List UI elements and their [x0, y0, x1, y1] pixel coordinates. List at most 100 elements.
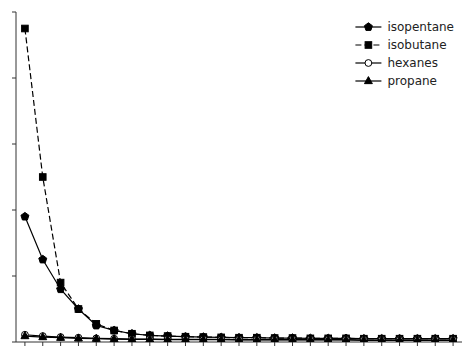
x-tick	[328, 342, 329, 346]
point	[22, 331, 29, 338]
point	[449, 336, 457, 342]
x-tick	[42, 342, 43, 346]
y-tick	[12, 276, 16, 277]
point	[92, 334, 100, 341]
point	[450, 337, 457, 342]
point	[236, 336, 243, 342]
point	[146, 335, 154, 342]
point	[39, 333, 47, 340]
point	[324, 336, 332, 342]
legend-label: hexanes	[387, 56, 437, 70]
point	[57, 334, 64, 341]
point	[74, 305, 82, 313]
plot-area	[21, 25, 457, 342]
x-tick	[221, 342, 222, 346]
point	[378, 337, 385, 342]
legend: isopentaneisobutanehexanespropane	[355, 20, 454, 88]
x-tick	[167, 342, 168, 346]
legend-marker	[365, 42, 372, 49]
point	[360, 337, 367, 342]
point	[111, 327, 118, 334]
point	[378, 336, 386, 342]
chart: isopentaneisobutanehexanespropane	[0, 0, 474, 358]
point	[217, 335, 225, 342]
x-tick	[149, 342, 150, 346]
point	[182, 335, 190, 342]
point	[110, 326, 118, 334]
y-axis-line	[16, 12, 17, 342]
series	[22, 25, 457, 342]
x-tick	[24, 342, 25, 346]
axes	[12, 12, 462, 346]
point	[271, 336, 278, 342]
point	[432, 337, 439, 342]
point	[128, 335, 136, 342]
series-line	[25, 217, 453, 339]
point	[343, 336, 350, 342]
point	[93, 335, 100, 342]
point	[39, 174, 46, 181]
x-tick	[60, 342, 61, 346]
x-tick	[274, 342, 275, 346]
point	[396, 337, 403, 342]
legend-marker	[365, 60, 372, 67]
point	[93, 321, 100, 328]
point	[92, 321, 100, 329]
x-tick	[363, 342, 364, 346]
x-tick	[185, 342, 186, 346]
x-tick	[78, 342, 79, 346]
point	[271, 336, 279, 342]
x-tick	[310, 342, 311, 346]
point	[306, 336, 314, 342]
point	[307, 336, 314, 342]
point	[21, 212, 29, 220]
series	[21, 212, 457, 342]
legend-marker	[364, 77, 372, 84]
x-tick	[203, 342, 204, 346]
x-tick	[417, 342, 418, 346]
point	[289, 336, 296, 342]
point	[146, 336, 153, 342]
y-tick	[12, 210, 16, 211]
point	[74, 334, 82, 341]
x-tick	[239, 342, 240, 346]
point	[431, 336, 439, 342]
point	[21, 332, 29, 339]
x-tick	[399, 342, 400, 346]
x-tick	[346, 342, 347, 346]
point	[129, 336, 136, 342]
point	[218, 336, 225, 342]
point	[253, 336, 260, 342]
point	[235, 336, 243, 342]
point	[360, 336, 368, 342]
point	[396, 336, 404, 342]
point	[22, 25, 29, 32]
point	[57, 333, 65, 340]
point	[39, 255, 47, 263]
legend-label: isopentane	[387, 20, 454, 34]
x-tick	[453, 342, 454, 346]
point	[199, 335, 207, 342]
point	[289, 336, 297, 342]
point	[413, 336, 421, 342]
x-tick	[256, 342, 257, 346]
point	[57, 279, 64, 286]
point	[253, 336, 261, 342]
point	[75, 306, 82, 313]
series	[22, 331, 457, 342]
legend-label: isobutane	[387, 38, 446, 52]
point	[325, 336, 332, 342]
y-tick	[12, 12, 16, 13]
legend-marker	[364, 23, 372, 31]
x-tick	[131, 342, 132, 346]
x-tick	[292, 342, 293, 346]
series	[21, 332, 457, 342]
point	[110, 335, 118, 342]
x-tick	[114, 342, 115, 346]
x-tick	[96, 342, 97, 346]
point	[200, 336, 207, 342]
point	[342, 336, 350, 342]
series-line	[25, 29, 453, 339]
point	[39, 333, 46, 340]
y-tick	[12, 144, 16, 145]
